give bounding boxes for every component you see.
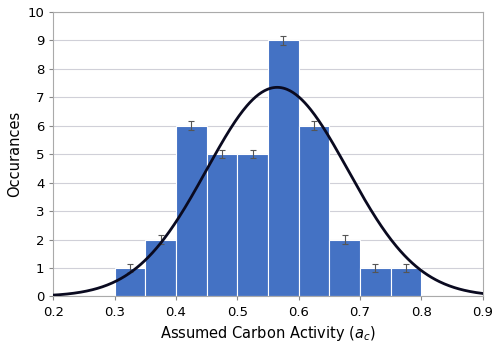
- Bar: [176, 126, 206, 296]
- Bar: [330, 239, 360, 296]
- Bar: [390, 268, 422, 296]
- Bar: [114, 268, 146, 296]
- Bar: [298, 126, 330, 296]
- Bar: [206, 154, 238, 296]
- Bar: [268, 40, 298, 296]
- Y-axis label: Occurances: Occurances: [7, 111, 22, 197]
- Bar: [146, 239, 176, 296]
- Bar: [360, 268, 390, 296]
- Bar: [238, 154, 268, 296]
- X-axis label: Assumed Carbon Activity ($a_c$): Assumed Carbon Activity ($a_c$): [160, 324, 376, 343]
